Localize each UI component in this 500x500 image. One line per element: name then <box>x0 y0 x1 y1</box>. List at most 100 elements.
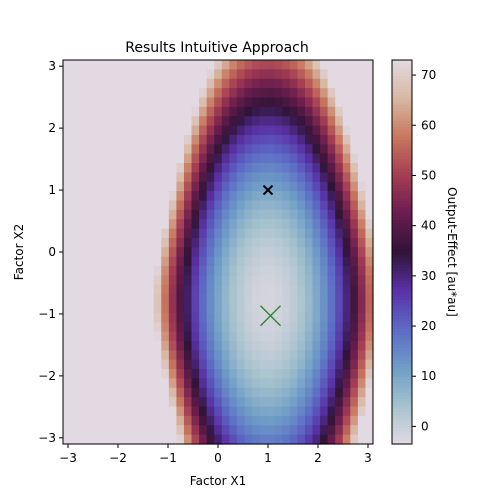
heatmap-cell <box>183 331 193 342</box>
heatmap-cell <box>365 284 374 295</box>
colorbar-frame <box>391 59 413 445</box>
heatmap-cell <box>335 406 344 417</box>
heatmap-cell <box>289 153 298 164</box>
heatmap-cell <box>100 191 109 202</box>
heatmap-cell <box>161 209 170 220</box>
heatmap-cell <box>78 340 87 351</box>
heatmap-cell <box>78 209 87 220</box>
heatmap-cell <box>191 247 200 258</box>
heatmap-cell <box>115 303 125 314</box>
heatmap-cell <box>282 378 291 389</box>
heatmap-cell <box>199 350 208 361</box>
heatmap-cell <box>123 322 132 333</box>
colorbar-segment <box>392 159 412 163</box>
heatmap-cell <box>357 369 367 380</box>
heatmap-cell <box>183 106 193 117</box>
heatmap-cell <box>252 378 261 389</box>
heatmap-cell <box>342 350 351 361</box>
heatmap-cell <box>357 340 367 351</box>
heatmap-cell <box>183 209 193 220</box>
heatmap-cell <box>236 378 246 389</box>
heatmap-cell <box>259 406 268 417</box>
heatmap-cell <box>146 134 155 145</box>
heatmap-cell <box>304 247 314 258</box>
colorbar-segment <box>392 140 412 144</box>
colorbar-segment <box>392 351 412 355</box>
heatmap-cell <box>115 294 125 305</box>
heatmap-cell <box>100 237 109 248</box>
heatmap-cell <box>123 163 132 173</box>
heatmap-cell <box>183 153 193 164</box>
colorbar-segment <box>392 252 412 256</box>
heatmap-cell <box>357 69 367 80</box>
heatmap-cell <box>221 275 230 286</box>
heatmap-cell <box>312 303 321 314</box>
heatmap-cell <box>259 415 268 426</box>
heatmap-cell <box>312 294 321 305</box>
heatmap-cell <box>312 200 321 211</box>
heatmap-cell <box>221 78 230 89</box>
heatmap-cell <box>312 228 321 239</box>
heatmap-cell <box>176 153 185 164</box>
heatmap-cell <box>206 294 215 305</box>
heatmap-cell <box>146 219 155 230</box>
heatmap-cell <box>168 415 178 426</box>
heatmap-cell <box>312 331 321 342</box>
heatmap-cell <box>63 116 72 127</box>
heatmap-cell <box>327 219 336 230</box>
heatmap-cell <box>289 397 298 408</box>
heatmap-cell <box>327 415 336 426</box>
heatmap-cell <box>289 359 298 370</box>
heatmap-cell <box>70 350 79 361</box>
heatmap-cell <box>244 378 253 389</box>
colorbar-segment <box>392 108 412 112</box>
heatmap-cell <box>357 219 367 230</box>
heatmap-cell <box>252 256 261 267</box>
heatmap-cell <box>191 387 200 398</box>
heatmap-cell <box>289 200 298 211</box>
heatmap-cell <box>236 322 246 333</box>
heatmap-cell <box>214 331 223 342</box>
heatmap-cell <box>229 247 238 258</box>
heatmap-cell <box>312 322 321 333</box>
heatmap-cell <box>289 78 298 89</box>
heatmap-cell <box>63 359 72 370</box>
heatmap-cell <box>108 200 117 211</box>
heatmap-cell <box>320 163 329 173</box>
heatmap-cell <box>108 359 117 370</box>
heatmap-cell <box>123 303 132 314</box>
heatmap-cell <box>161 69 170 80</box>
colorbar-segment <box>392 229 412 234</box>
colorbar-segment <box>392 104 412 109</box>
heatmap-cell <box>244 163 253 173</box>
heatmap-cell <box>289 144 298 155</box>
heatmap-cell <box>327 266 336 277</box>
colorbar-segment <box>392 280 412 285</box>
heatmap-cell <box>252 191 261 202</box>
heatmap-cell <box>221 294 230 305</box>
colorbar-segment <box>392 309 412 314</box>
heatmap-cell <box>244 397 253 408</box>
heatmap-cell <box>146 163 155 173</box>
heatmap-cell <box>146 125 155 136</box>
heatmap-cell <box>199 153 208 164</box>
heatmap-cell <box>183 378 193 389</box>
heatmap-cell <box>78 134 87 145</box>
heatmap-cell <box>365 406 374 417</box>
heatmap-cell <box>78 88 87 99</box>
heatmap-cell <box>63 331 72 342</box>
colorbar-segment <box>392 204 412 208</box>
heatmap-cell <box>274 350 283 361</box>
heatmap-cell <box>282 275 291 286</box>
heatmap-cell <box>70 340 79 351</box>
heatmap-cell <box>365 228 374 239</box>
heatmap-cell <box>199 359 208 370</box>
colorbar-tick-label: 10 <box>421 369 436 383</box>
heatmap-cell <box>229 331 238 342</box>
heatmap-cell <box>123 406 132 417</box>
heatmap-cell <box>335 106 344 117</box>
heatmap-cell <box>289 378 298 389</box>
heatmap-cell <box>259 350 268 361</box>
colorbar-segment <box>392 322 412 327</box>
heatmap-cell <box>350 266 359 277</box>
